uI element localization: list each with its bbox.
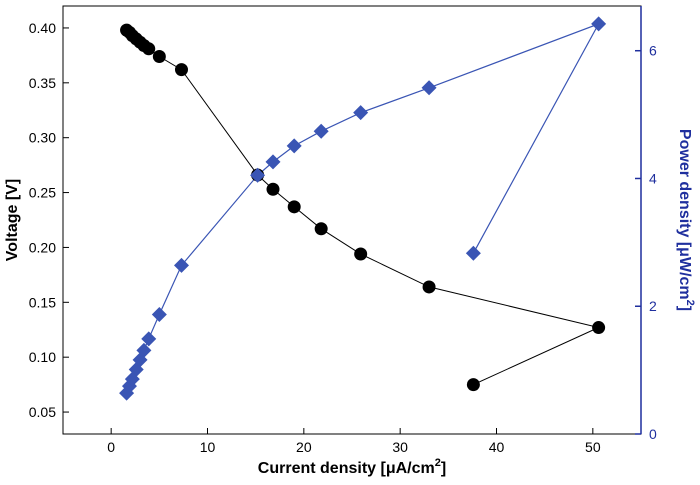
- voltage-point: [142, 42, 156, 56]
- power-point: [173, 257, 189, 273]
- power-point: [353, 105, 369, 121]
- power-point: [136, 342, 152, 358]
- right-y-tick-label: 6: [649, 43, 657, 59]
- voltage-point: [287, 200, 301, 214]
- left-y-axis-title: Voltage [V]: [4, 179, 21, 261]
- series-markers: [119, 16, 607, 401]
- power-point: [250, 167, 266, 183]
- x-tick-label: 40: [489, 439, 505, 455]
- left-y-axis: 0.05 0.10 0.15 0.20 0.25 0.30 0.35 0.40: [29, 20, 69, 420]
- left-y-tick-label: 0.20: [29, 239, 56, 255]
- power-point: [465, 245, 481, 261]
- right-y-tick-label: 4: [649, 170, 657, 186]
- voltage-point: [466, 378, 480, 392]
- left-y-tick-label: 0.10: [29, 349, 56, 365]
- left-y-tick-label: 0.35: [29, 75, 56, 91]
- x-tick-label: 0: [107, 439, 115, 455]
- left-y-tick-label: 0.25: [29, 185, 56, 201]
- plot-frame: [62, 5, 642, 435]
- x-tick-label: 30: [392, 439, 408, 455]
- power-point: [141, 331, 157, 347]
- x-tick-label: 20: [296, 439, 312, 455]
- x-axis: 0 10 20 30 40 50: [107, 428, 601, 455]
- voltage-line: [126, 29, 601, 386]
- voltage-point: [422, 280, 436, 294]
- x-tick-label: 10: [200, 439, 216, 455]
- voltage-point: [592, 321, 606, 335]
- voltage-point: [354, 247, 368, 261]
- right-y-axis: 0 2 4 6: [635, 43, 657, 442]
- power-point: [151, 307, 167, 323]
- left-y-tick-label: 0.30: [29, 130, 56, 146]
- left-y-tick-label: 0.05: [29, 404, 56, 420]
- voltage-point: [174, 63, 188, 77]
- right-y-tick-label: 2: [649, 298, 657, 314]
- power-point: [313, 123, 329, 139]
- voltage-point: [314, 222, 328, 236]
- right-y-tick-label: 0: [649, 426, 657, 442]
- left-y-tick-label: 0.15: [29, 294, 56, 310]
- voltage-point: [266, 182, 280, 196]
- series-lines: [126, 22, 601, 394]
- x-tick-label: 50: [585, 439, 601, 455]
- power-line: [126, 22, 600, 394]
- power-point: [421, 80, 437, 96]
- power-point: [591, 16, 607, 32]
- left-y-tick-label: 0.40: [29, 20, 56, 36]
- power-point: [265, 154, 281, 170]
- voltage-point: [152, 49, 166, 63]
- power-point: [286, 138, 302, 154]
- right-y-axis-title: Power density [μW/cm2]: [676, 129, 696, 311]
- x-axis-title: Current density [μA/cm2]: [258, 457, 446, 477]
